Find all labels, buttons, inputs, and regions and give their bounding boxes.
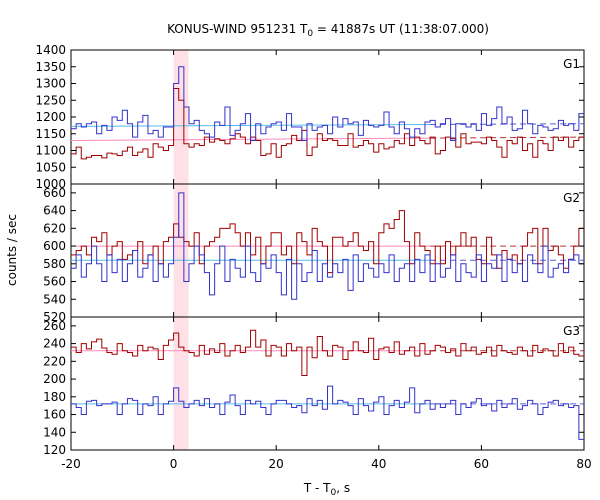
x-tick-label: 40 <box>371 457 386 471</box>
y-tick-label: 560 <box>43 275 66 289</box>
y-tick-label: 1100 <box>35 144 66 158</box>
x-axis-label-subscript: 0 <box>331 488 337 498</box>
y-tick-label: 220 <box>43 354 66 368</box>
y-tick-label: 580 <box>43 257 66 271</box>
highlight-band-layer <box>173 50 189 450</box>
y-tick-label: 1150 <box>35 127 66 141</box>
panel-label-g1: G1 <box>563 57 580 71</box>
y-tick-label: 200 <box>43 372 66 386</box>
y-tick-label: 1350 <box>35 60 66 74</box>
y-tick-label: 1200 <box>35 110 66 124</box>
series-red-g1 <box>71 88 584 160</box>
chart-title: KONUS-WIND 951231 T0 = 41887s UT (11:38:… <box>167 22 489 39</box>
y-tick-label: 1300 <box>35 77 66 91</box>
series-blue-g1 <box>71 66 584 141</box>
series-blue-g3 <box>71 385 584 440</box>
y-tick-label: 240 <box>43 337 66 351</box>
x-tick-label: 60 <box>474 457 489 471</box>
y-tick-label: 1000 <box>35 177 66 191</box>
series-red-g3 <box>71 329 584 377</box>
series-layer <box>71 66 584 440</box>
x-axis-label: T - T0, s <box>303 481 350 498</box>
x-tick-label: -20 <box>61 457 81 471</box>
burst-highlight-band <box>173 50 189 450</box>
y-tick-label: 540 <box>43 292 66 306</box>
x-tick-label: 80 <box>576 457 591 471</box>
y-tick-label: 620 <box>43 221 66 235</box>
y-tick-label: 1050 <box>35 160 66 174</box>
y-tick-label: 180 <box>43 390 66 404</box>
series-blue-g2 <box>71 192 584 300</box>
y-tick-label: 640 <box>43 204 66 218</box>
chart-title-subscript: 0 <box>307 29 313 39</box>
x-tick-label: 20 <box>269 457 284 471</box>
panel-frame-g3 <box>70 316 585 451</box>
y-tick-label: 120 <box>43 443 66 457</box>
y-tick-label: 660 <box>43 186 66 200</box>
y-tick-label: 140 <box>43 425 66 439</box>
background-fit-dashed-red <box>430 136 585 139</box>
y-tick-label: 160 <box>43 408 66 422</box>
y-tick-label: 520 <box>43 310 66 324</box>
x-tick-label: 0 <box>170 457 178 471</box>
y-axis-label: counts / sec <box>5 214 19 286</box>
ticks-layer: G1100010501100115012001250130013501400G2… <box>35 43 591 471</box>
y-tick-label: 600 <box>43 239 66 253</box>
panel-label-g2: G2 <box>563 191 580 205</box>
y-tick-label: 260 <box>43 319 66 333</box>
y-tick-label: 1250 <box>35 93 66 107</box>
panel-label-g3: G3 <box>563 324 580 338</box>
y-tick-label: 1400 <box>35 43 66 57</box>
